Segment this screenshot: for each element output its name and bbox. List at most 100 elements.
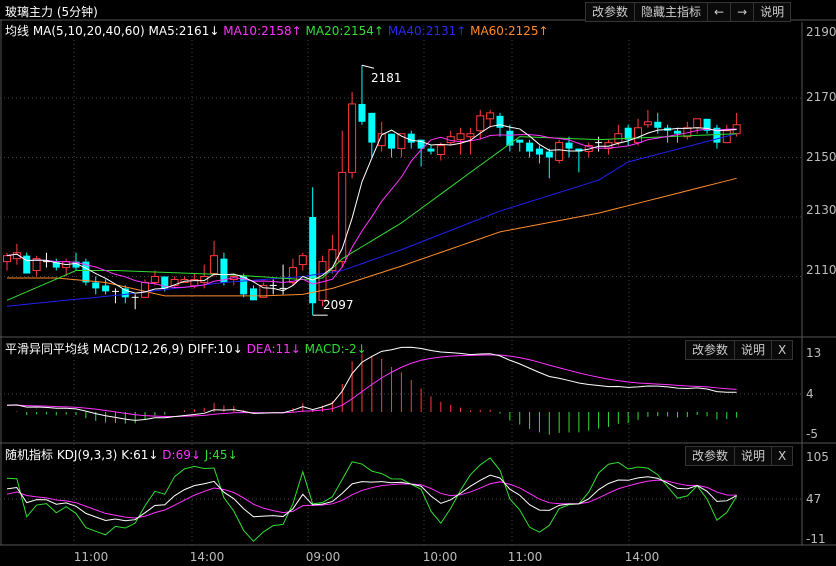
candle-body-up bbox=[643, 121, 652, 126]
candle-body-down bbox=[496, 115, 504, 128]
candle-body-up bbox=[476, 115, 485, 132]
macd-y-tick: 4 bbox=[806, 387, 814, 401]
ma20-value: MA20:2154↑ bbox=[305, 24, 384, 38]
main-legend: 均线 MA(5,10,20,40,60) MA5:2161↓ MA10:2158… bbox=[5, 22, 549, 39]
candle-body-down bbox=[565, 142, 573, 149]
candle-body-down bbox=[516, 139, 524, 143]
kdj-toolbar: 改参数 说明 X bbox=[685, 446, 794, 466]
high-price-label: 2181 bbox=[371, 71, 402, 85]
candle-body-up bbox=[348, 103, 357, 173]
window-title: 玻璃主力 (5分钟) bbox=[5, 5, 98, 19]
candle-body-up bbox=[456, 133, 465, 141]
candle-body-down bbox=[220, 258, 228, 283]
d-line bbox=[6, 479, 737, 519]
candle-body-down bbox=[250, 288, 257, 301]
candle-body-down bbox=[121, 288, 129, 298]
candle-body-up bbox=[466, 133, 475, 138]
candle-body-up bbox=[288, 267, 297, 283]
y-tick: 2110 bbox=[806, 263, 836, 277]
candle-body-down bbox=[673, 130, 681, 134]
k-value: K:61↓ bbox=[121, 448, 159, 462]
low-price-label: 2097 bbox=[323, 298, 354, 312]
ma60-line bbox=[7, 177, 737, 297]
candle-body-up bbox=[377, 133, 386, 147]
macd-indicator-name: 平滑异同平均线 MACD(12,26,9) bbox=[5, 342, 184, 356]
candle-body-down bbox=[240, 276, 248, 295]
macd-legend: 平滑异同平均线 MACD(12,26,9) DIFF:10↓ DEA:11↓ M… bbox=[5, 340, 367, 357]
arrow-left-icon[interactable]: ← bbox=[708, 3, 732, 21]
macd-close-button[interactable]: X bbox=[772, 341, 793, 359]
candle-body-up bbox=[634, 127, 643, 144]
candle-body-down bbox=[506, 130, 514, 146]
candle-body-down bbox=[92, 282, 100, 289]
macd-y-tick: -5 bbox=[806, 427, 818, 441]
candle-body-down bbox=[526, 142, 534, 152]
candle-body-up bbox=[12, 252, 21, 260]
candle-body-down bbox=[427, 148, 435, 152]
candle-body-down bbox=[388, 133, 396, 149]
candle-body-down bbox=[407, 133, 415, 143]
ma40-line bbox=[6, 133, 737, 307]
candle-body-up bbox=[298, 255, 307, 266]
candle-body-up bbox=[32, 258, 41, 272]
y-tick: 2130 bbox=[806, 203, 836, 217]
time-tick: 11:00 bbox=[73, 550, 109, 564]
macd-value: MACD:-2↓ bbox=[304, 342, 367, 356]
kdj-indicator-name: 随机指标 KDJ(9,3,3) bbox=[5, 448, 118, 462]
kdj-close-button[interactable]: X bbox=[772, 447, 793, 465]
candle-body-up bbox=[141, 281, 150, 298]
candle-body-up bbox=[436, 145, 445, 156]
candle-body-up bbox=[200, 276, 209, 283]
candle-body-up bbox=[259, 284, 268, 298]
ma10-value: MA10:2158↑ bbox=[223, 24, 302, 38]
candle-body-up bbox=[210, 255, 219, 275]
candle-body-down bbox=[713, 127, 721, 143]
candle-body-down bbox=[545, 151, 553, 158]
time-tick: 14:00 bbox=[189, 550, 225, 564]
candle-body-down bbox=[309, 217, 317, 304]
dea-line bbox=[6, 354, 737, 417]
time-tick: 11:00 bbox=[507, 550, 543, 564]
kdj-help-button[interactable]: 说明 bbox=[735, 447, 773, 465]
ma40-value: MA40:2131↑ bbox=[387, 24, 467, 38]
candle-body-up bbox=[190, 278, 199, 286]
candle-body-up bbox=[170, 278, 179, 286]
ma5-line bbox=[6, 124, 737, 294]
ma10-line bbox=[6, 128, 737, 289]
macd-edit-params-button[interactable]: 改参数 bbox=[686, 341, 736, 359]
ma5-value: MA5:2161↓ bbox=[148, 24, 220, 38]
candle-body-down bbox=[575, 148, 583, 152]
diff-line bbox=[6, 346, 737, 421]
ma60-value: MA60:2125↑ bbox=[470, 24, 549, 38]
time-tick: 09:00 bbox=[305, 550, 341, 564]
macd-y-tick: 13 bbox=[806, 346, 822, 360]
candle-body-up bbox=[3, 255, 11, 263]
candle-body-down bbox=[535, 148, 543, 155]
candle-body-up bbox=[614, 133, 623, 144]
dea-value: DEA:11↓ bbox=[246, 342, 301, 356]
kdj-y-tick: 105 bbox=[806, 450, 829, 464]
hide-main-indicator-button[interactable]: 隐藏主指标 bbox=[635, 3, 709, 21]
edit-params-button[interactable]: 改参数 bbox=[586, 3, 636, 21]
candle-body-down bbox=[52, 261, 60, 268]
d-value: D:69↓ bbox=[162, 448, 201, 462]
candle-body-down bbox=[358, 103, 366, 122]
j-line bbox=[6, 457, 738, 543]
candle-body-up bbox=[555, 142, 564, 161]
kdj-edit-params-button[interactable]: 改参数 bbox=[686, 447, 736, 465]
time-tick: 14:00 bbox=[624, 550, 660, 564]
candle-body-up bbox=[338, 171, 347, 263]
candle-body-down bbox=[654, 121, 662, 128]
help-button[interactable]: 说明 bbox=[754, 3, 791, 21]
kdj-y-tick: -11 bbox=[806, 532, 826, 546]
macd-help-button[interactable]: 说明 bbox=[735, 341, 773, 359]
time-tick: 10:00 bbox=[422, 550, 458, 564]
y-tick: 2170 bbox=[806, 90, 836, 104]
candle-body-up bbox=[150, 276, 159, 283]
j-value: J:45↓ bbox=[204, 448, 238, 462]
candle-body-up bbox=[397, 133, 406, 150]
y-tick: 2150 bbox=[806, 150, 836, 164]
kdj-legend: 随机指标 KDJ(9,3,3) K:61↓ D:69↓ J:45↓ bbox=[5, 446, 238, 463]
arrow-right-icon[interactable]: → bbox=[731, 3, 755, 21]
